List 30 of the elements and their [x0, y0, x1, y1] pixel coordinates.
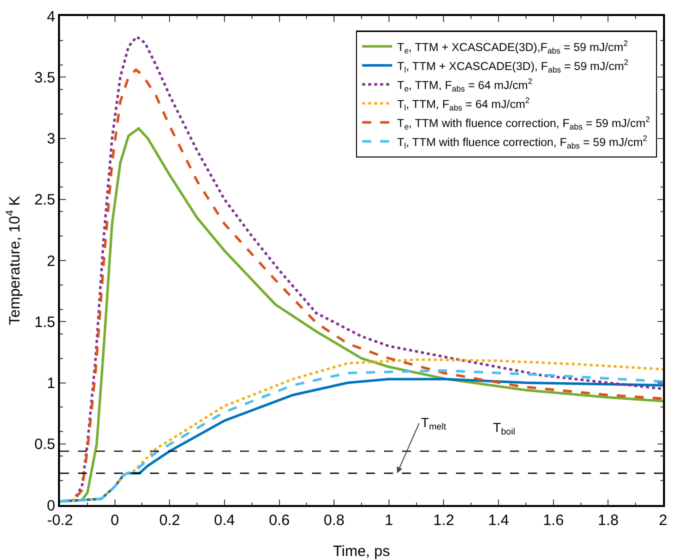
legend-label: T$_{e}$, TTM + XCASCADE(3D),F$_{abs}$ = 59 mJ/cm$^{2}$ [397, 39, 628, 56]
x-tick-label: 0.4 [214, 512, 235, 529]
x-tick-label: 1 [384, 512, 394, 529]
annotation: T$_{boil}$ [493, 420, 516, 437]
y-tick-label: 0.5 [34, 436, 56, 454]
x-tick-label: 1.4 [488, 512, 509, 529]
x-tick-label: 0.6 [268, 512, 290, 529]
x-tick-label: -0.2 [47, 512, 73, 529]
y-tick-label: 3.5 [34, 69, 56, 86]
x-tick-label: 1.2 [433, 512, 454, 529]
x-tick-label: 0 [110, 512, 119, 529]
y-tick-label: 3 [46, 130, 56, 148]
legend-label: T$_{l}$, TTM + XCASCADE(3D), F$_{abs}$ = 59 mJ/cm$^{2}$ [397, 58, 629, 74]
y-tick-label: 2.5 [34, 192, 56, 209]
legend-label: T$_{l}$, TTM with fluence correction, F$_{abs}$ = 59 mJ/cm$^{2}$ [397, 134, 648, 150]
annotation: T$_{melt}$ [421, 415, 447, 432]
legend-label: T$_{l}$, TTM, F$_{abs}$ = 64 mJ/cm$^{2}$ [397, 96, 530, 112]
y-tick-label: 1 [46, 375, 56, 392]
y-tick-label: 4 [46, 8, 56, 26]
x-tick-label: 1.8 [598, 512, 619, 529]
x-tick-label: 0.8 [324, 512, 345, 529]
legend-label: T$_{e}$, TTM with fluence correction, F$_{abs}$ = 59 mJ/cm$^{2}$ [397, 115, 650, 132]
x-tick-label: 1.6 [542, 512, 564, 529]
y-tick-label: 0 [46, 497, 56, 514]
x-axis-title: Time, ps [333, 543, 390, 560]
y-tick-label: 2 [46, 252, 56, 270]
legend-label: T$_{e}$, TTM, F$_{abs}$ = 64 mJ/cm$^{2}$ [397, 77, 533, 94]
y-tick-label: 1.5 [34, 314, 56, 331]
x-tick-label: 0.2 [159, 512, 180, 529]
x-tick-label: 2 [658, 512, 668, 529]
